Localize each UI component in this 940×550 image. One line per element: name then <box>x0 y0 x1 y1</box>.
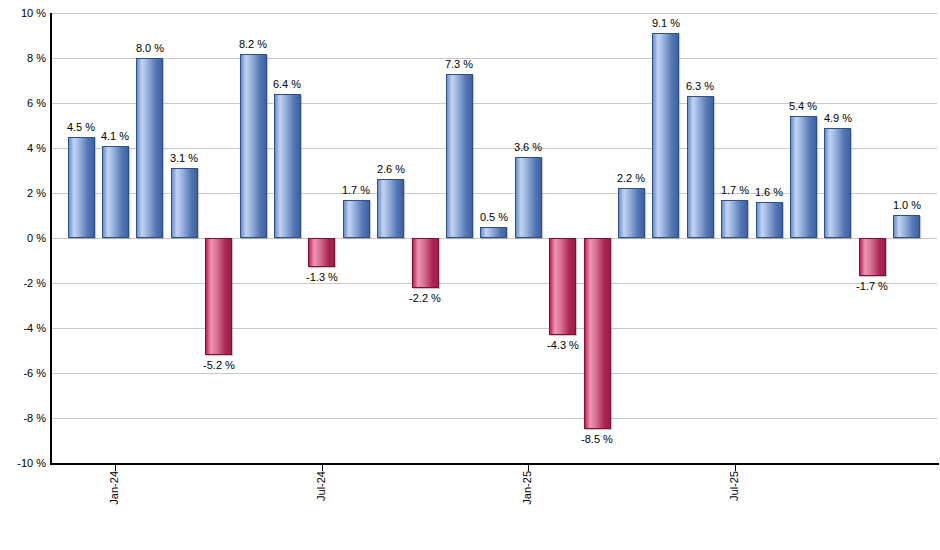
x-axis-tick-label: Jan-24 <box>108 471 120 505</box>
bar-value-label: 4.9 % <box>806 111 870 125</box>
bar <box>756 202 783 238</box>
bar-value-label: 0.5 % <box>462 210 526 224</box>
y-axis-tick-label: 8 % <box>0 51 46 65</box>
bar-value-label: 9.1 % <box>634 16 698 30</box>
bar <box>790 116 817 238</box>
bar <box>721 200 748 238</box>
bar-value-label: 6.4 % <box>255 77 319 91</box>
y-axis-tick-label: 4 % <box>0 141 46 155</box>
y-axis-tick-label: 0 % <box>0 231 46 245</box>
bar <box>515 157 542 238</box>
bar-value-label: -2.2 % <box>393 291 457 305</box>
bar-value-label: 1.7 % <box>324 183 388 197</box>
y-axis-tick-label: -10 % <box>0 456 46 470</box>
bar <box>687 96 714 238</box>
bar <box>136 58 163 238</box>
y-axis-tick-label: -4 % <box>0 321 46 335</box>
bar-value-label: 8.0 % <box>118 41 182 55</box>
bar <box>412 238 439 288</box>
bar-value-label: 1.0 % <box>875 198 939 212</box>
bar <box>308 238 335 267</box>
x-axis-tick <box>735 465 736 471</box>
bar-value-label: 4.1 % <box>83 129 147 143</box>
y-axis-tick-label: -6 % <box>0 366 46 380</box>
y-axis-tick-label: 6 % <box>0 96 46 110</box>
bar-value-label: 3.6 % <box>496 140 560 154</box>
x-axis-tick <box>115 465 116 471</box>
bar <box>274 94 301 238</box>
monthly-returns-bar-chart: 10 % 8 % 6 % 4 % 2 % 0 % -2 % -4 % -6 % -8 % -10 %… <box>0 0 940 550</box>
x-axis-line <box>50 463 939 465</box>
bar-value-label: 1.6 % <box>737 185 801 199</box>
y-gridline <box>52 13 937 14</box>
y-axis-tick-label: -2 % <box>0 276 46 290</box>
y-gridline <box>52 328 937 329</box>
x-axis-tick <box>322 465 323 471</box>
y-gridline <box>52 418 937 419</box>
y-axis-line <box>50 13 52 465</box>
bar <box>102 146 129 238</box>
bar-value-label: -4.3 % <box>531 338 595 352</box>
bar <box>68 137 95 238</box>
y-axis-tick-label: 10 % <box>0 6 46 20</box>
bar-value-label: 8.2 % <box>221 37 285 51</box>
bar-value-label: -5.2 % <box>187 358 251 372</box>
bar <box>549 238 576 335</box>
bar-value-label: 6.3 % <box>668 79 732 93</box>
bar <box>343 200 370 238</box>
y-gridline <box>52 58 937 59</box>
bar-value-label: 3.1 % <box>152 151 216 165</box>
bar-value-label: 7.3 % <box>427 57 491 71</box>
y-gridline <box>52 373 937 374</box>
bar <box>584 238 611 429</box>
bar <box>652 33 679 238</box>
bar <box>171 168 198 238</box>
x-axis-tick-label: Jul-24 <box>315 471 327 501</box>
x-axis-tick-label: Jul-25 <box>728 471 740 501</box>
bar <box>480 227 507 238</box>
y-axis-tick-label: -8 % <box>0 411 46 425</box>
bar <box>893 215 920 238</box>
bar <box>205 238 232 355</box>
bar-value-label: -8.5 % <box>565 432 629 446</box>
bar-value-label: -1.7 % <box>840 279 904 293</box>
x-axis-tick <box>528 465 529 471</box>
bar <box>824 128 851 238</box>
bar-value-label: 2.6 % <box>359 162 423 176</box>
y-gridline <box>52 238 937 239</box>
bar <box>859 238 886 276</box>
bar <box>618 188 645 238</box>
bar-value-label: 2.2 % <box>599 171 663 185</box>
x-axis-tick-label: Jan-25 <box>521 471 533 505</box>
y-gridline <box>52 283 937 284</box>
y-axis-tick-label: 2 % <box>0 186 46 200</box>
bar-value-label: -1.3 % <box>290 270 354 284</box>
